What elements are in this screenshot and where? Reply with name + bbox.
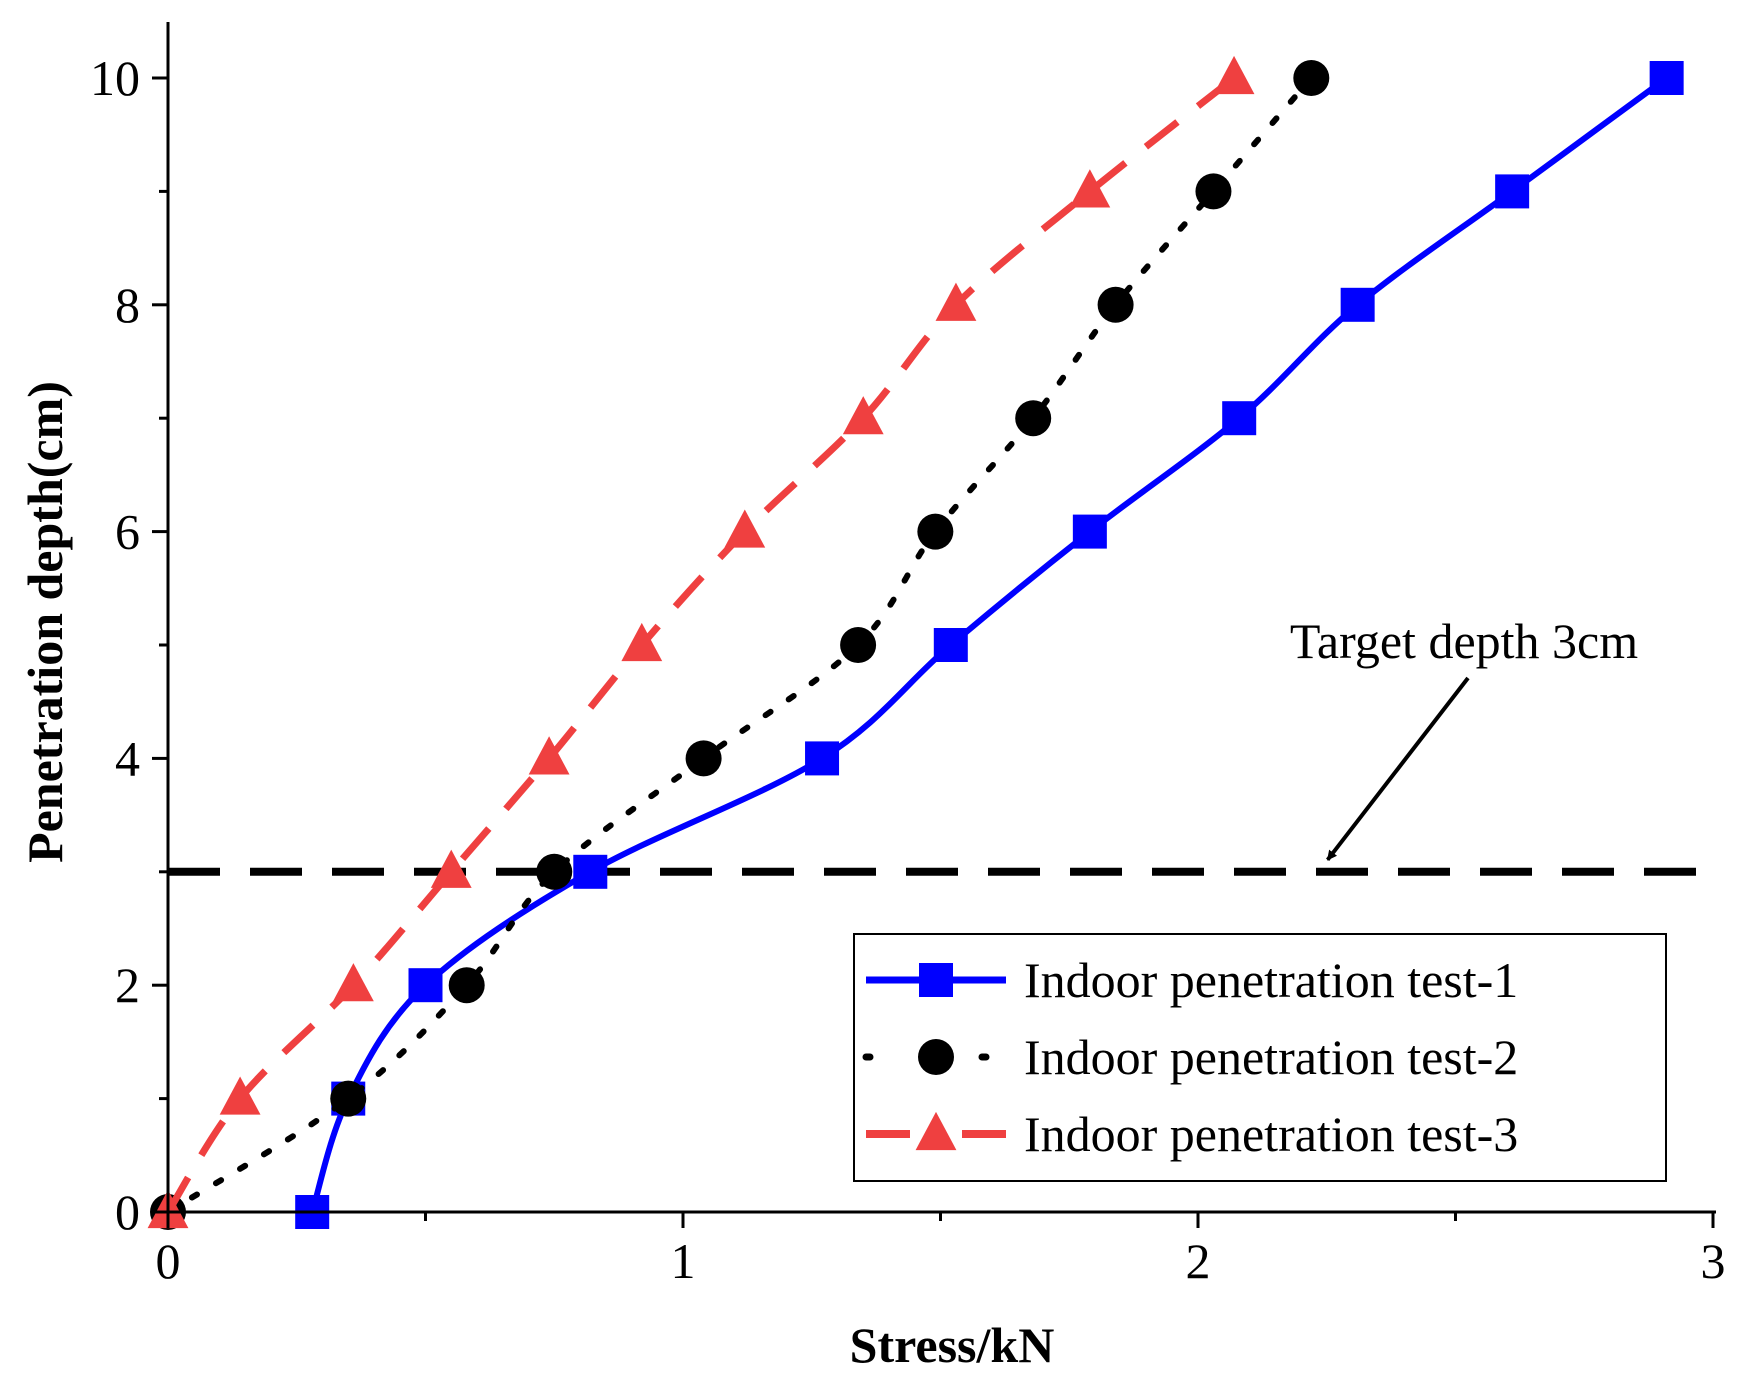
series-2-point bbox=[1015, 400, 1052, 437]
series-1-point bbox=[1340, 287, 1375, 322]
series-3 bbox=[147, 55, 1255, 1229]
series-3-point bbox=[528, 736, 570, 775]
series-1-point bbox=[1222, 401, 1257, 436]
x-tick-label: 2 bbox=[1186, 1233, 1211, 1289]
y-tick-label: 10 bbox=[90, 50, 140, 106]
annotation-text: Target depth 3cm bbox=[1290, 613, 1638, 669]
y-tick-label: 8 bbox=[115, 277, 140, 333]
y-tick-label: 2 bbox=[115, 957, 140, 1013]
series-3-point bbox=[219, 1076, 261, 1115]
series-1-point bbox=[1072, 514, 1107, 549]
series-1-point bbox=[408, 968, 443, 1003]
series-3-point bbox=[842, 396, 884, 435]
series-2-point bbox=[536, 853, 573, 890]
series-3-point bbox=[1213, 55, 1255, 95]
series-2-point bbox=[1195, 173, 1232, 210]
legend: Indoor penetration test-1 Indoor penetrat… bbox=[853, 933, 1667, 1182]
y-axis-title: Penetration depth(cm) bbox=[17, 381, 73, 863]
annotation-arrow bbox=[1326, 676, 1470, 862]
series-2-point bbox=[448, 967, 485, 1004]
series-2-point bbox=[840, 627, 877, 663]
series-1-point bbox=[573, 854, 608, 889]
series-1-point bbox=[933, 628, 968, 662]
series-3-point bbox=[1069, 169, 1111, 208]
legend-marker-2 bbox=[918, 1039, 954, 1075]
series-3-point bbox=[333, 963, 374, 1002]
series-2-point bbox=[1097, 286, 1134, 323]
series-1-point bbox=[805, 741, 840, 776]
legend-label-1: Indoor penetration test-1 bbox=[1024, 952, 1518, 1008]
series-2 bbox=[150, 60, 1330, 1230]
x-tick-label: 1 bbox=[671, 1233, 696, 1289]
series-2-line bbox=[165, 75, 1315, 1215]
axes: 0 1 2 3 0 2 4 6 8 10 bbox=[90, 22, 1726, 1289]
legend-marker-3 bbox=[915, 1111, 957, 1151]
series-2-point bbox=[330, 1080, 367, 1117]
series-3-point bbox=[621, 622, 663, 662]
legend-label-2: Indoor penetration test-2 bbox=[1024, 1029, 1518, 1085]
legend-label-3: Indoor penetration test-3 bbox=[1024, 1106, 1518, 1162]
legend-marker-1 bbox=[919, 963, 953, 997]
series-3-point bbox=[430, 849, 472, 888]
y-tick-label: 6 bbox=[115, 504, 140, 560]
y-tick-label: 4 bbox=[115, 730, 140, 786]
series-1-point bbox=[1495, 174, 1530, 209]
series-2-point bbox=[917, 513, 954, 550]
plot-area bbox=[147, 55, 1713, 1230]
series-2-point bbox=[1293, 60, 1330, 96]
x-tick-label: 3 bbox=[1701, 1233, 1726, 1289]
y-tick-label: 0 bbox=[115, 1184, 140, 1240]
x-axis-title: Stress/kN bbox=[850, 1317, 1055, 1373]
series-3-point bbox=[935, 282, 977, 321]
series-2-point bbox=[685, 740, 722, 777]
x-tick-label: 0 bbox=[156, 1233, 181, 1289]
series-1-point bbox=[1649, 61, 1684, 95]
series-3-point bbox=[724, 509, 766, 548]
